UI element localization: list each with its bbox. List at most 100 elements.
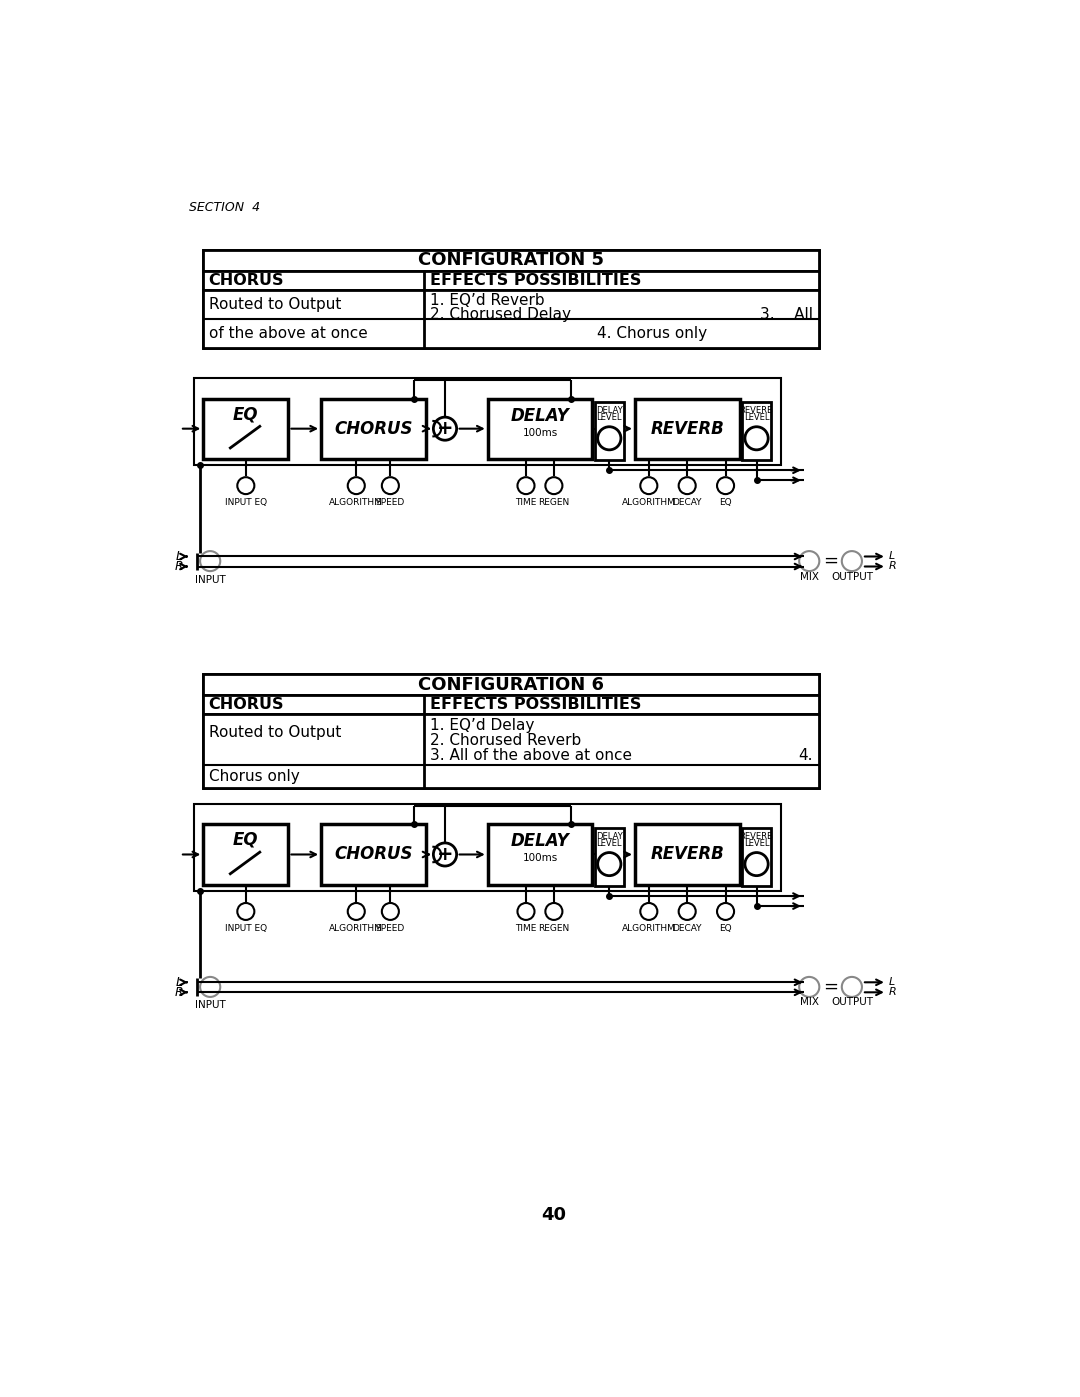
Circle shape: [678, 902, 696, 921]
Bar: [595, 402, 624, 460]
Text: INPUT EQ: INPUT EQ: [225, 923, 267, 933]
Text: SPEED: SPEED: [376, 923, 405, 933]
Text: EFFECTS POSSIBILITIES: EFFECTS POSSIBILITIES: [430, 272, 642, 288]
Text: 2. Chorused Delay: 2. Chorused Delay: [430, 307, 571, 323]
Circle shape: [545, 478, 563, 495]
Bar: [595, 828, 624, 886]
Text: 4.: 4.: [798, 749, 813, 763]
Text: EQ: EQ: [719, 923, 732, 933]
Text: Routed to Output: Routed to Output: [208, 296, 341, 312]
Text: 100ms: 100ms: [523, 854, 557, 863]
Text: DECAY: DECAY: [673, 923, 702, 933]
Bar: [488, 398, 592, 458]
Text: 2. Chorused Reverb: 2. Chorused Reverb: [430, 733, 581, 747]
Text: INPUT EQ: INPUT EQ: [225, 499, 267, 507]
Bar: [635, 398, 740, 458]
Circle shape: [348, 902, 365, 921]
Text: LEVEL: LEVEL: [596, 414, 622, 422]
Circle shape: [545, 902, 563, 921]
Text: CHORUS: CHORUS: [208, 272, 284, 288]
Bar: [321, 824, 426, 884]
Text: REVERB: REVERB: [650, 845, 724, 863]
Circle shape: [841, 977, 862, 997]
Bar: [203, 250, 820, 271]
Text: CHORUS: CHORUS: [334, 845, 413, 863]
Circle shape: [433, 842, 457, 866]
Text: 1. EQ’d Reverb: 1. EQ’d Reverb: [430, 292, 545, 307]
Text: EQ: EQ: [233, 831, 258, 849]
Bar: [203, 714, 820, 788]
Text: DELAY: DELAY: [511, 407, 569, 425]
Text: Routed to Output: Routed to Output: [208, 725, 341, 739]
Circle shape: [382, 478, 399, 495]
Circle shape: [200, 977, 220, 997]
Text: REVERB: REVERB: [740, 405, 773, 415]
Text: R: R: [889, 986, 896, 996]
Circle shape: [841, 550, 862, 571]
Text: REVERB: REVERB: [650, 419, 724, 437]
Text: 3.    All: 3. All: [760, 307, 813, 323]
Circle shape: [433, 418, 457, 440]
Text: SPEED: SPEED: [376, 499, 405, 507]
Text: MIX: MIX: [800, 571, 819, 581]
Text: 3. All of the above at once: 3. All of the above at once: [430, 749, 632, 763]
Text: 4. Chorus only: 4. Chorus only: [597, 326, 707, 341]
Text: TIME: TIME: [515, 499, 537, 507]
Bar: [203, 250, 820, 348]
Circle shape: [799, 550, 820, 571]
Text: L: L: [889, 550, 894, 560]
Text: R: R: [175, 986, 183, 999]
Text: DELAY: DELAY: [511, 833, 569, 851]
Circle shape: [517, 902, 535, 921]
Text: REGEN: REGEN: [538, 923, 569, 933]
Circle shape: [517, 478, 535, 495]
Text: EQ: EQ: [719, 499, 732, 507]
Text: R: R: [889, 560, 896, 571]
Text: LEVEL: LEVEL: [596, 840, 622, 848]
Bar: [321, 398, 426, 458]
Circle shape: [238, 478, 255, 495]
Circle shape: [238, 902, 255, 921]
Text: CHORUS: CHORUS: [334, 419, 413, 437]
Text: R: R: [175, 560, 183, 573]
Text: OUTPUT: OUTPUT: [831, 997, 873, 1007]
Text: ALGORITHM: ALGORITHM: [329, 499, 383, 507]
Circle shape: [348, 478, 365, 495]
Bar: [488, 824, 592, 884]
Bar: [203, 675, 820, 788]
Circle shape: [597, 426, 621, 450]
Bar: [203, 398, 288, 458]
Text: =: =: [823, 552, 838, 570]
Text: CONFIGURATION 6: CONFIGURATION 6: [418, 676, 605, 694]
Text: =: =: [823, 978, 838, 996]
Text: ALGORITHM: ALGORITHM: [622, 499, 676, 507]
Text: 1. EQ’d Delay: 1. EQ’d Delay: [430, 718, 535, 732]
Circle shape: [745, 852, 768, 876]
Text: EFFECTS POSSIBILITIES: EFFECTS POSSIBILITIES: [430, 697, 642, 712]
Circle shape: [200, 550, 220, 571]
Bar: [742, 828, 771, 886]
Text: ALGORITHM: ALGORITHM: [622, 923, 676, 933]
Circle shape: [640, 478, 658, 495]
Bar: [203, 675, 820, 696]
Circle shape: [678, 478, 696, 495]
Text: REGEN: REGEN: [538, 499, 569, 507]
Text: LEVEL: LEVEL: [744, 840, 769, 848]
Circle shape: [717, 902, 734, 921]
Bar: [203, 696, 820, 714]
Text: ALGORITHM: ALGORITHM: [329, 923, 383, 933]
Bar: [203, 271, 820, 291]
Text: L: L: [176, 550, 183, 563]
Circle shape: [597, 852, 621, 876]
Text: +: +: [436, 845, 454, 863]
Text: INPUT: INPUT: [194, 1000, 226, 1010]
Bar: [194, 377, 781, 465]
Text: L: L: [176, 975, 183, 989]
Circle shape: [640, 902, 658, 921]
Circle shape: [745, 426, 768, 450]
Text: INPUT: INPUT: [194, 574, 226, 584]
Text: DELAY: DELAY: [596, 831, 623, 841]
Text: OUTPUT: OUTPUT: [831, 571, 873, 581]
Text: SECTION  4: SECTION 4: [189, 201, 260, 214]
Text: MIX: MIX: [800, 997, 819, 1007]
